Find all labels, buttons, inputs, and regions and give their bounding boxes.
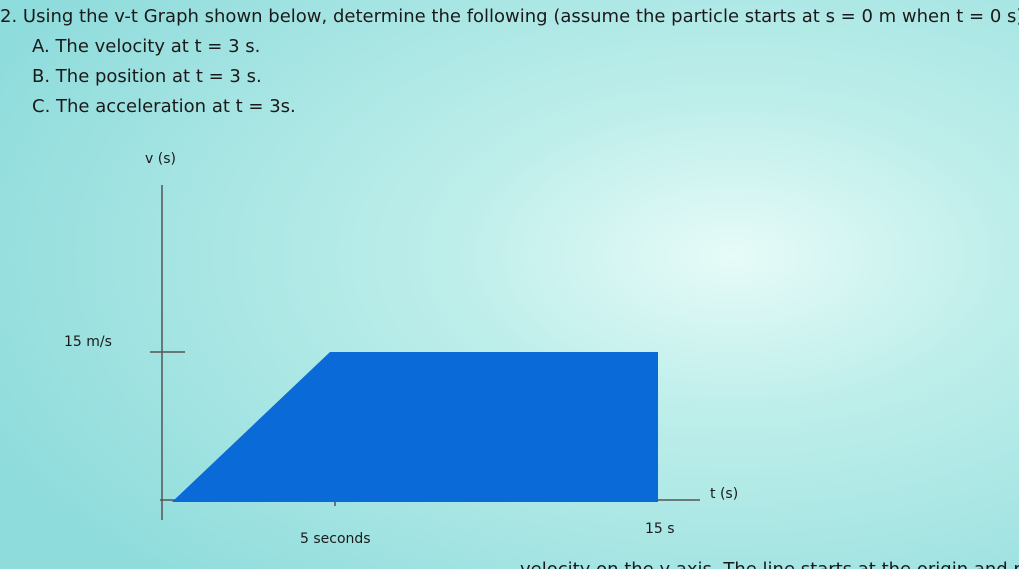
x-tick-label: 5 seconds (300, 531, 371, 547)
x-tick-label: 15 s (645, 521, 675, 537)
question-item: A. The velocity at t = 3 s. (32, 36, 260, 57)
velocity-area (172, 352, 658, 502)
question-item: B. The position at t = 3 s. (32, 66, 262, 87)
question-heading: 2. Using the v-t Graph shown below, dete… (0, 6, 1019, 27)
y-axis-label: v (s) (145, 151, 176, 167)
vt-graph: v (s) 15 m/s t (s) 5 seconds 15 s (64, 151, 738, 547)
question-item: C. The acceleration at t = 3s. (32, 96, 296, 117)
x-axis-label: t (s) (710, 486, 738, 502)
footer-text: velocity on the y axis. The line starts … (520, 559, 1019, 569)
y-tick-label: 15 m/s (64, 334, 112, 350)
